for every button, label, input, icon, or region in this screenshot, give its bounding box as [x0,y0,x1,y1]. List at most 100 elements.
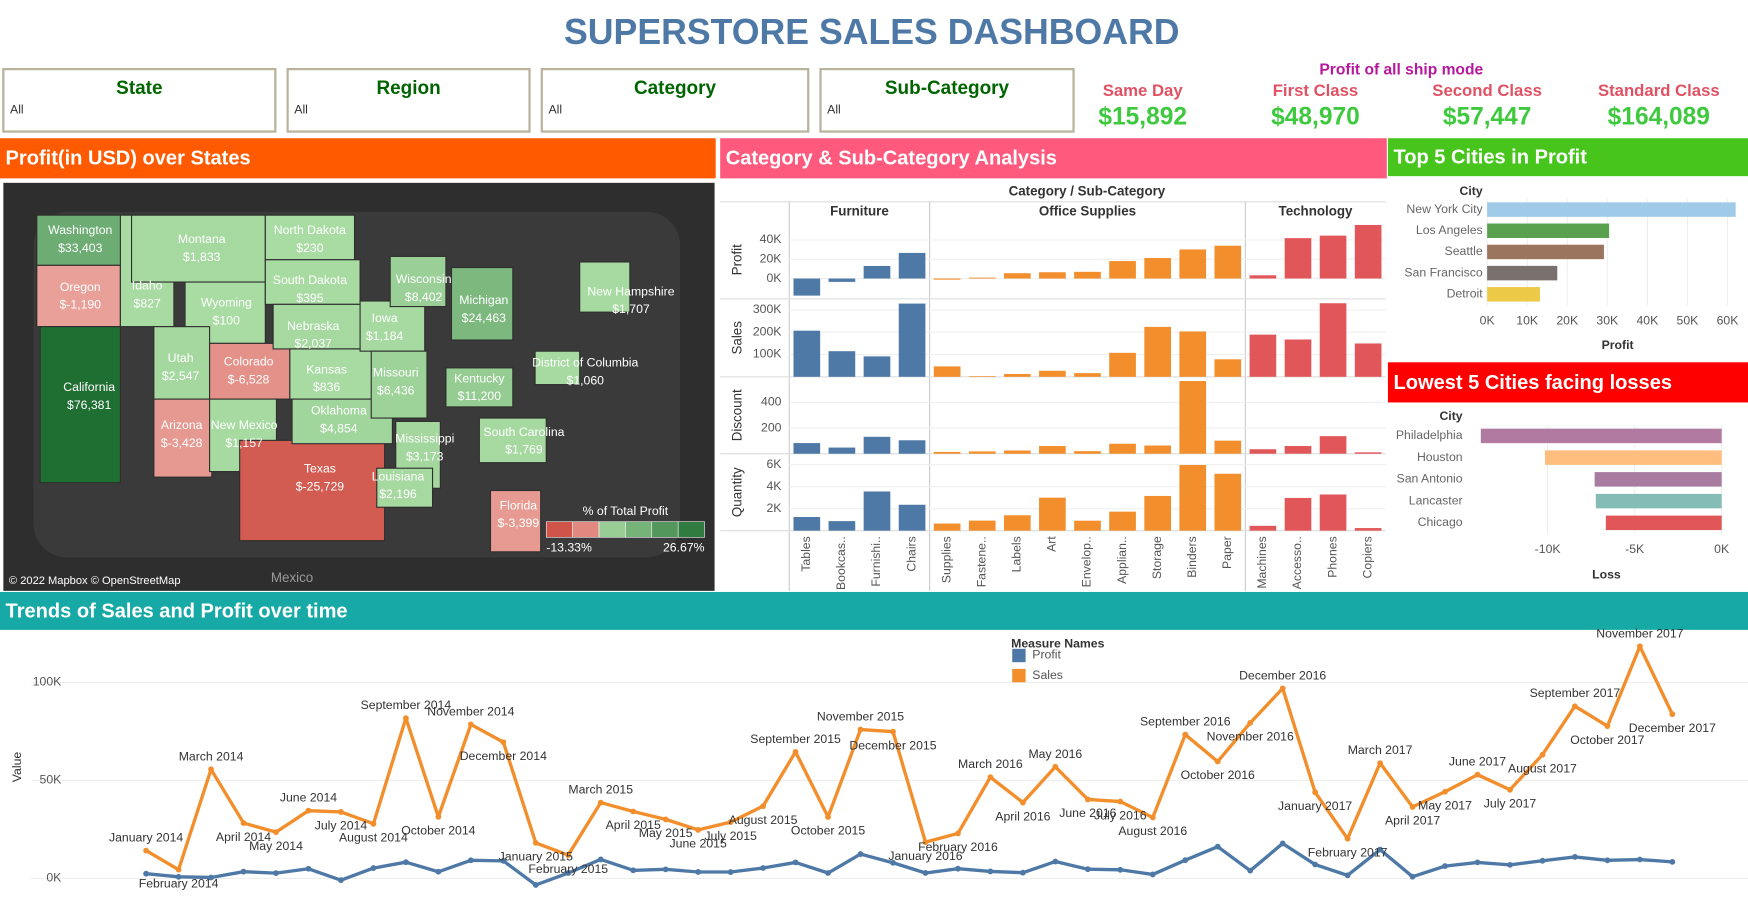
bar [1039,446,1066,454]
series-point [662,866,669,873]
filter-box[interactable] [540,68,810,133]
bar [828,521,856,531]
bar [1319,436,1347,454]
state-value: $-1,190 [59,298,101,312]
series-point [143,870,150,877]
series-point [143,847,150,854]
series-point [792,748,799,755]
point-label: May 2017 [1418,798,1472,812]
bar [828,351,856,377]
point-label: October 2017 [1570,733,1644,747]
point-label: October 2016 [1181,768,1255,782]
filter-value[interactable]: All [294,103,308,117]
series-point [857,726,864,733]
category-label: Lancaster [1409,493,1463,507]
point-label: January 2016 [888,849,962,863]
bar [1144,445,1171,454]
x-tick-label: 10K [1516,313,1539,327]
point-label: December 2014 [460,749,547,763]
point-label: July 2014 [315,819,368,833]
state-name: South Carolina [483,425,564,439]
category-label: Chairs [904,536,918,571]
filter-value[interactable]: All [10,103,24,117]
panel-label: Quantity [730,467,745,517]
point-label: July 2017 [1484,797,1537,811]
state-name: Louisiana [372,469,425,483]
x-tick-label: -10K [1535,542,1562,556]
state-name: California [63,380,115,394]
state-name: Missouri [373,366,419,380]
dashboard-title: SUPERSTORE SALES DASHBOARD [564,12,1179,52]
state-value: $1,707 [612,302,650,316]
state-name: Wisconsin [396,272,452,286]
state-region [289,348,375,400]
series-point [1636,643,1643,650]
series-point [500,857,507,864]
series-point [305,807,312,814]
state-region [478,417,547,464]
state-name: Montana [178,232,226,246]
filter-box[interactable] [286,68,531,133]
state-name: Kansas [306,362,347,376]
panel-label: Profit [730,244,745,275]
state-name: Florida [500,498,538,512]
category-label: San Antonio [1397,472,1463,486]
point-label: July 2015 [704,829,757,843]
state-name: Oregon [60,280,101,294]
series-point [175,873,182,880]
state-name: Michigan [459,293,508,307]
kpi-value: $57,447 [1443,104,1532,131]
filter-label: Category [634,78,717,99]
series-point [1507,786,1513,793]
series-point [1409,873,1416,880]
state-region [579,261,631,313]
bar [968,376,996,377]
category-label: Fastene.. [974,536,988,587]
series-point [208,874,214,881]
category-label: Art [1045,536,1059,552]
section-header [0,591,1748,630]
x-tick-label: 20K [1556,313,1579,327]
state-value: $1,157 [225,436,263,450]
group-label: Furniture [830,203,889,218]
category-label: Binders [1185,536,1199,578]
bar [1179,465,1207,531]
y-tick-label: 200K [753,324,782,338]
bar [1144,495,1171,531]
state-region [264,214,356,261]
filter-value[interactable]: All [548,103,562,117]
state-region [376,467,434,508]
state-name: New Mexico [211,418,278,432]
x-tick-label: 30K [1596,313,1619,327]
kpi-label: Standard Class [1598,81,1720,100]
category-label: Chicago [1418,515,1463,529]
series-point [565,852,572,858]
series-point [760,803,766,810]
point-label: June 2016 [1059,806,1116,820]
point-label: August 2016 [1118,824,1187,838]
state-value: $24,463 [462,311,506,325]
point-label: March 2014 [179,749,244,763]
state-value: $6,436 [377,384,415,398]
series-point [1084,796,1091,803]
legend-label: -13.33% [546,541,592,555]
legend-swatch [598,521,626,538]
bar [1354,528,1382,531]
filter-value[interactable]: All [827,103,841,117]
state-region [450,266,514,341]
state-value: $1,060 [567,374,605,388]
bar [863,491,891,531]
facet-subtitle: Category / Sub-Category [1009,183,1166,198]
category-label: Phones [1325,536,1339,578]
series-point [402,859,409,866]
filter-box[interactable] [819,68,1075,133]
series-point [1214,843,1221,850]
filter-box[interactable] [2,68,277,133]
point-label: May 2014 [249,839,303,853]
point-label: May 2015 [639,826,693,840]
bar [1284,446,1312,454]
state-value: $8,402 [405,290,443,304]
kpi-label: First Class [1273,81,1358,100]
section-title: Trends of Sales and Profit over time [6,600,348,622]
series-point [1669,858,1676,865]
